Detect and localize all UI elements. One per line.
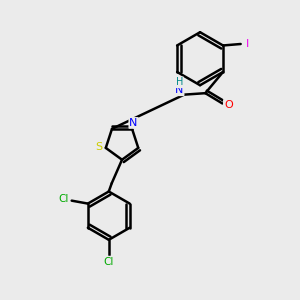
Text: N: N [175,85,184,95]
Text: O: O [224,100,233,110]
Text: Cl: Cl [58,194,69,204]
Text: S: S [96,142,103,152]
Text: Cl: Cl [103,256,114,267]
Text: H: H [176,77,183,87]
Text: I: I [245,39,249,49]
Text: N: N [129,118,138,128]
